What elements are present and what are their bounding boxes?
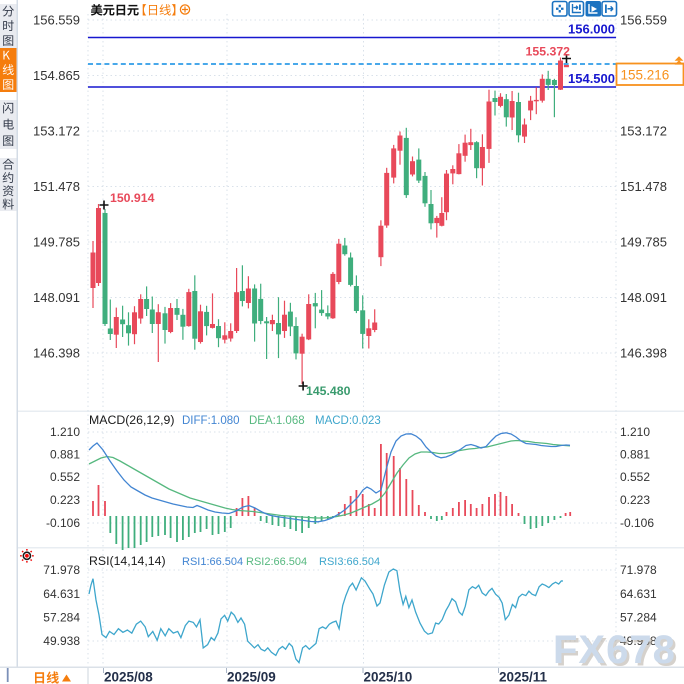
svg-text:1.210: 1.210 (50, 425, 80, 439)
svg-text:156.559: 156.559 (33, 12, 80, 27)
svg-text:0.881: 0.881 (50, 448, 80, 462)
svg-text:2025/08: 2025/08 (104, 670, 153, 684)
svg-text:71.978: 71.978 (620, 563, 657, 577)
svg-text:0.552: 0.552 (620, 470, 650, 484)
svg-text:145.480: 145.480 (306, 384, 351, 398)
svg-text:151.478: 151.478 (620, 179, 667, 194)
svg-text:DEA:1.068: DEA:1.068 (249, 415, 305, 427)
svg-text:149.785: 149.785 (620, 234, 667, 249)
svg-text:49.938: 49.938 (43, 634, 80, 648)
svg-text:71.978: 71.978 (43, 563, 80, 577)
svg-text:148.091: 148.091 (33, 290, 80, 305)
svg-text:57.284: 57.284 (43, 611, 80, 625)
svg-text:1.210: 1.210 (620, 425, 650, 439)
svg-text:FX678: FX678 (556, 631, 679, 675)
svg-text:146.398: 146.398 (33, 345, 80, 360)
svg-text:150.914: 150.914 (110, 191, 155, 205)
svg-text:154.500: 154.500 (568, 71, 615, 86)
svg-text:0.552: 0.552 (50, 470, 80, 484)
svg-text:64.631: 64.631 (43, 587, 80, 601)
svg-text:64.631: 64.631 (620, 587, 657, 601)
svg-text:0.223: 0.223 (620, 493, 650, 507)
svg-text:153.172: 153.172 (620, 123, 667, 138)
svg-text:MACD:0.023: MACD:0.023 (315, 415, 381, 427)
svg-text:2025/10: 2025/10 (364, 670, 413, 684)
svg-text:2025/11: 2025/11 (499, 670, 548, 684)
svg-text:2025/09: 2025/09 (227, 670, 276, 684)
svg-text:RSI2:66.504: RSI2:66.504 (246, 556, 307, 568)
svg-text:MACD(26,12,9): MACD(26,12,9) (89, 413, 174, 427)
svg-text:-0.106: -0.106 (46, 516, 80, 530)
svg-text:57.284: 57.284 (620, 611, 657, 625)
svg-text:0.223: 0.223 (50, 493, 80, 507)
svg-text:156.559: 156.559 (620, 12, 667, 27)
svg-text:155.372: 155.372 (526, 45, 571, 59)
svg-text:-0.106: -0.106 (620, 516, 654, 530)
svg-text:153.172: 153.172 (33, 123, 80, 138)
svg-text:FX678: FX678 (553, 628, 676, 672)
svg-text:154.865: 154.865 (33, 68, 80, 83)
svg-text:49.938: 49.938 (620, 634, 657, 648)
svg-text:146.398: 146.398 (620, 345, 667, 360)
svg-text:155.216: 155.216 (621, 68, 670, 83)
svg-text:RSI(14,14,14): RSI(14,14,14) (89, 554, 166, 568)
svg-text:0.881: 0.881 (620, 448, 650, 462)
svg-text:156.000: 156.000 (568, 22, 615, 37)
svg-text:RSI1:66.504: RSI1:66.504 (182, 556, 243, 568)
svg-text:RSI3:66.504: RSI3:66.504 (319, 556, 380, 568)
svg-text:149.785: 149.785 (33, 234, 80, 249)
svg-text:151.478: 151.478 (33, 179, 80, 194)
svg-text:DIFF:1.080: DIFF:1.080 (182, 415, 240, 427)
svg-text:148.091: 148.091 (620, 290, 667, 305)
